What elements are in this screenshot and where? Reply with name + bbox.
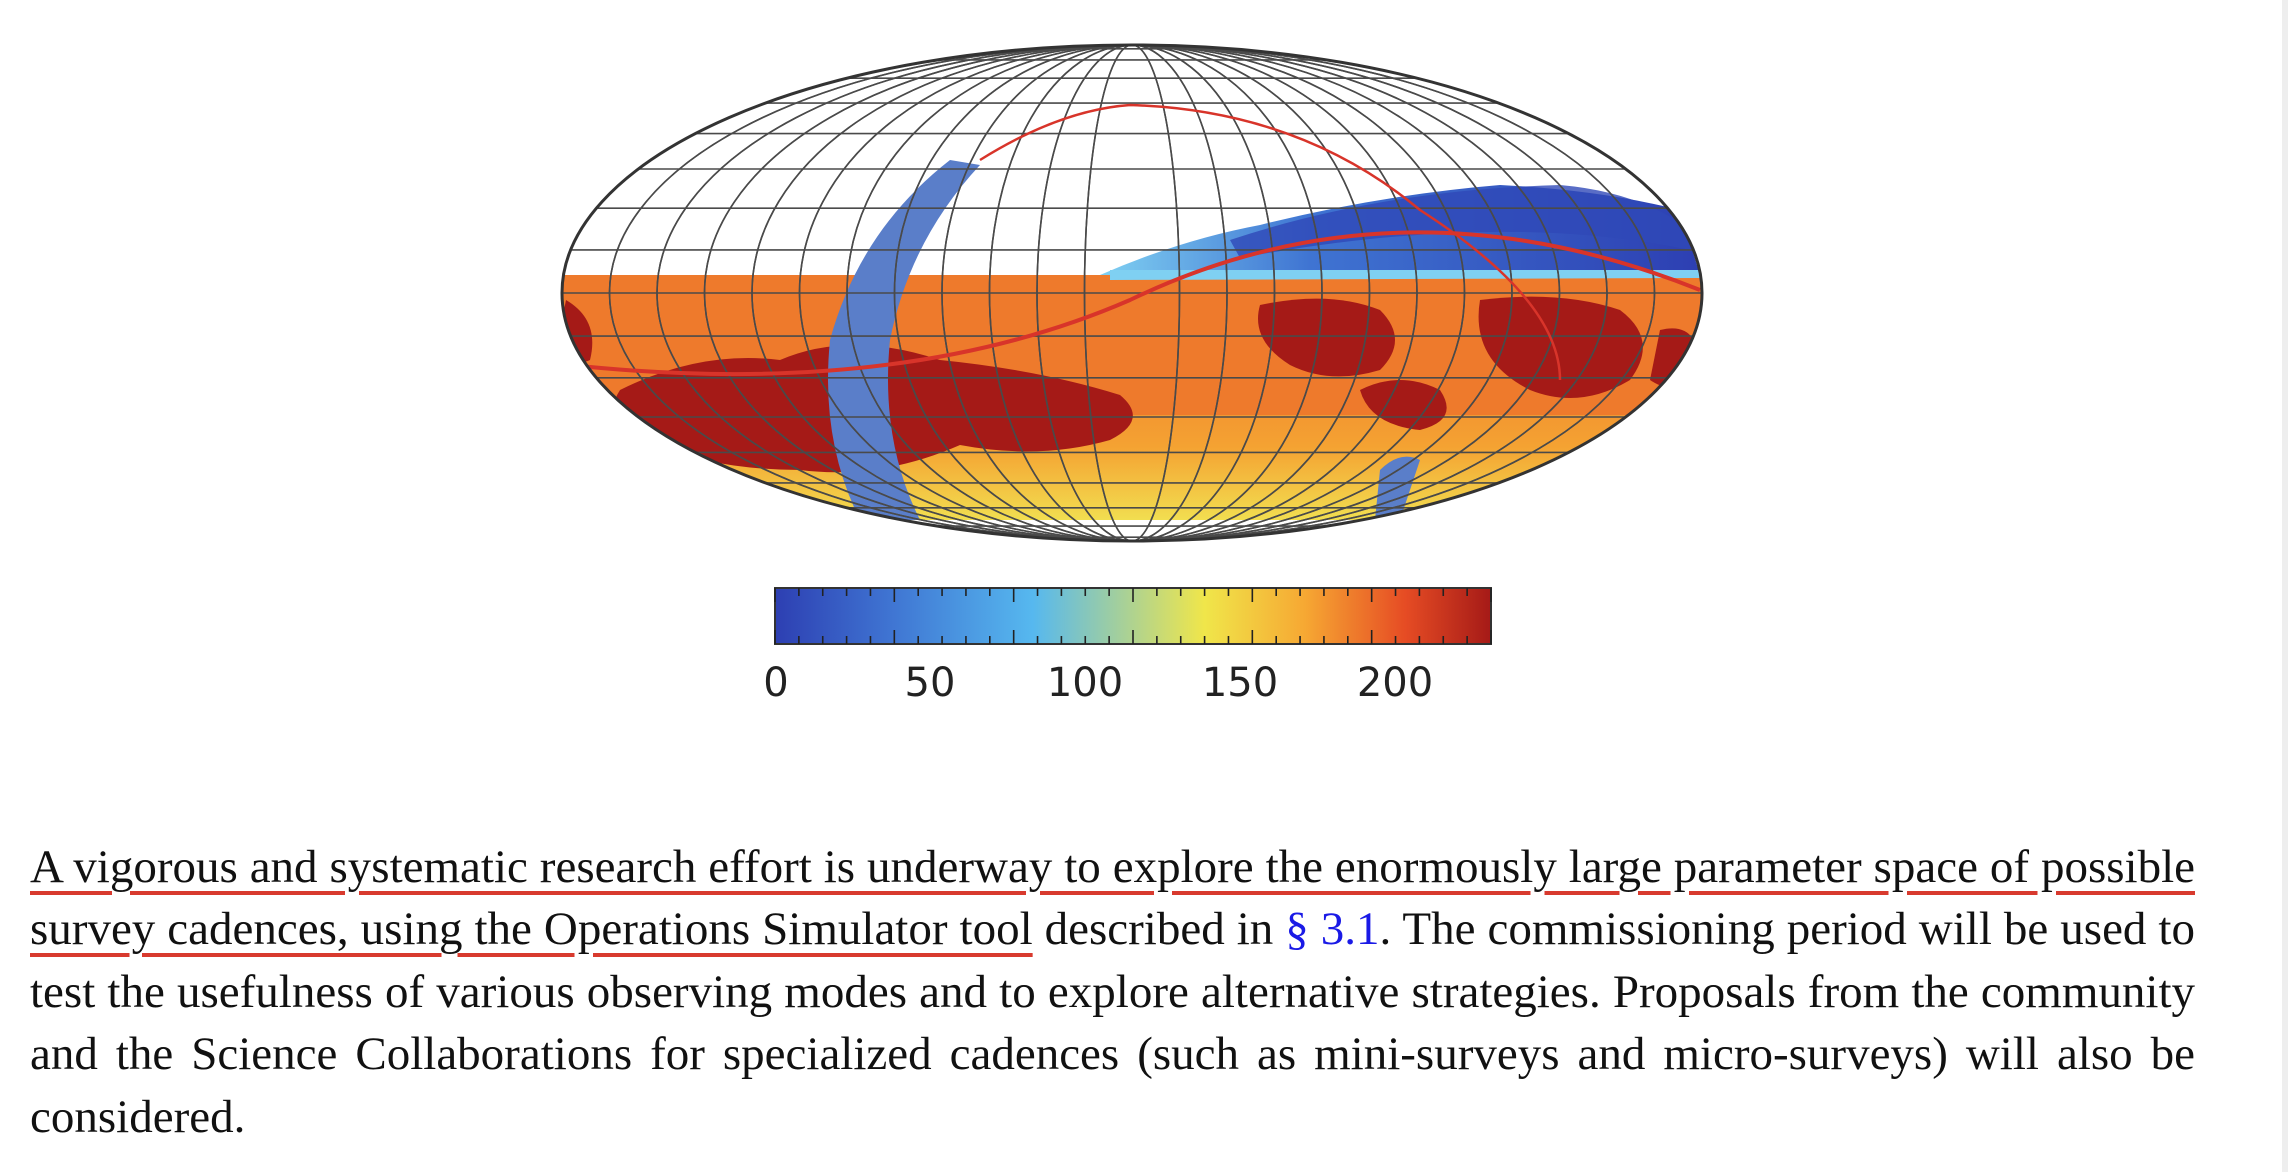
meridian-line: [1083, 45, 1181, 541]
colorbar-tick-label: 0: [763, 660, 788, 706]
meridian-line: [941, 45, 1323, 541]
meridian-line: [1036, 45, 1228, 541]
ecliptic-curve: [569, 230, 1701, 377]
paragraph-text: described in: [1032, 903, 1286, 956]
underlined-highlight: A vigorous and systematic research effor…: [30, 841, 2195, 956]
sky-map: [560, 43, 1704, 543]
paragraph-text: . The commissioning period will be used …: [30, 903, 2195, 1143]
map-border: [560, 43, 1704, 543]
meridian-line: [893, 45, 1371, 541]
scrollbar-edge[interactable]: [2282, 0, 2288, 1172]
body-paragraph: A vigorous and systematic research effor…: [30, 836, 2195, 1148]
galactic-curve: [979, 103, 1562, 381]
colorbar-tick-label: 150: [1202, 660, 1278, 706]
colorbar: 0 50 100 150 200: [763, 587, 1492, 706]
section-reference-link[interactable]: § 3.1: [1285, 903, 1380, 956]
colorbar-tick-label: 100: [1047, 660, 1123, 706]
meridian-line: [846, 45, 1418, 541]
meridian-line: [608, 45, 1656, 541]
meridian-line: [798, 45, 1466, 541]
galactic-plane-band: [828, 160, 980, 520]
meridian-line: [988, 45, 1276, 541]
meridian-line: [656, 45, 1608, 541]
colorbar-tick-label: 50: [905, 660, 956, 706]
meridian-line: [703, 45, 1561, 541]
graticule-grid: [562, 45, 1702, 541]
meridian-line: [751, 45, 1513, 541]
sky-coverage-figure: 0 50 100 150 200: [560, 43, 1704, 706]
colorbar-tick-label: 200: [1357, 660, 1433, 706]
